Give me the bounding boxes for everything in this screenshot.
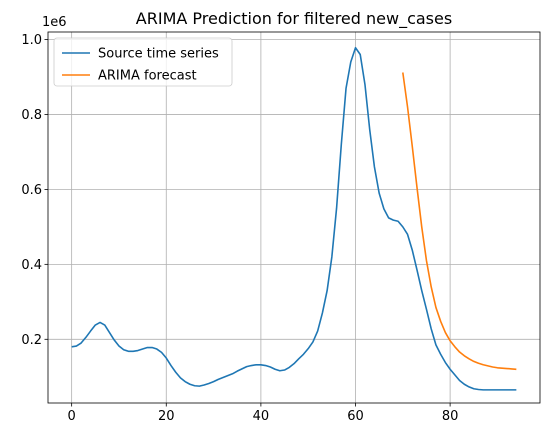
x-axis: 0 20 40 60 80 [68, 403, 459, 424]
series-layer [71, 46, 517, 391]
x-tick-label: 20 [158, 409, 175, 424]
y-tick-label: 0.8 [21, 108, 42, 123]
y-axis: 0.2 0.4 0.6 0.8 1.0 [21, 33, 48, 348]
x-tick-label: 0 [68, 409, 76, 424]
axes-frame [47, 31, 541, 404]
series-line-0 [71, 46, 517, 391]
series-line-1 [402, 72, 517, 371]
chart-title: ARIMA Prediction for filtered new_cases [136, 9, 452, 29]
y-tick-label: 0.6 [21, 183, 42, 198]
legend: Source time series ARIMA forecast [53, 37, 233, 87]
legend-box [53, 37, 233, 87]
x-tick-label: 40 [253, 409, 270, 424]
y-tick-label: 0.4 [21, 258, 42, 273]
x-tick-label: 80 [442, 409, 459, 424]
y-tick-label: 0.2 [21, 333, 42, 348]
legend-label-0: Source time series [98, 47, 219, 62]
y-axis-offset-label: 1e6 [42, 15, 67, 30]
grid [48, 32, 540, 403]
x-tick-label: 60 [347, 409, 364, 424]
y-tick-label: 1.0 [21, 33, 42, 48]
legend-label-1: ARIMA forecast [98, 69, 197, 84]
